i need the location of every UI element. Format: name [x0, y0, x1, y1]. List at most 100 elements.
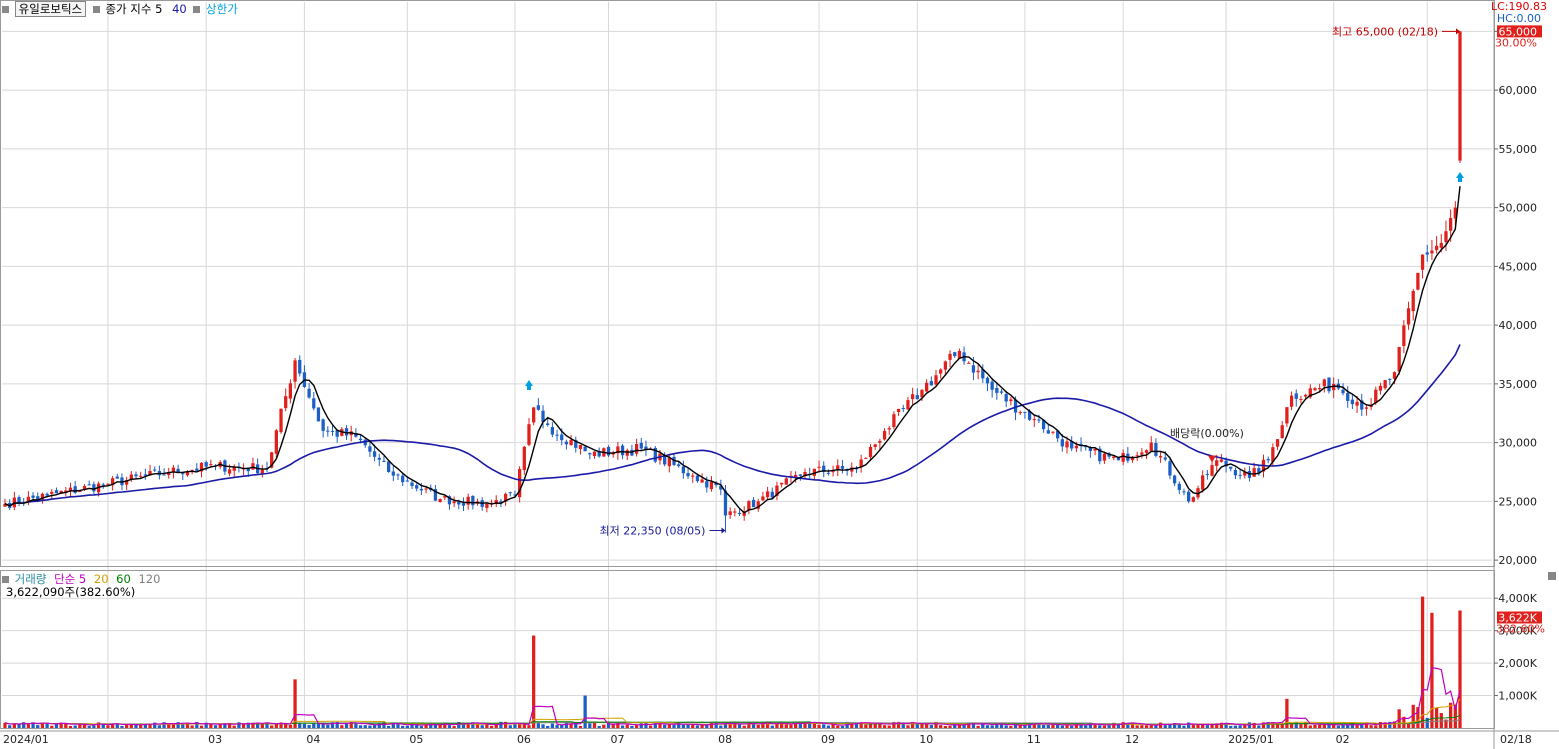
- candle-body: [68, 487, 73, 492]
- candle-body: [588, 453, 592, 455]
- panel-menu-icon[interactable]: [2, 6, 9, 13]
- volume-bar: [840, 726, 845, 728]
- candle-body: [204, 462, 208, 467]
- volume-bar: [611, 724, 615, 728]
- candle-body: [167, 472, 171, 476]
- candle-body: [1144, 450, 1149, 453]
- candle-body: [335, 429, 339, 437]
- volume-bar: [962, 724, 966, 728]
- volume-ma5-label: 5: [78, 572, 87, 586]
- candle-body: [751, 499, 756, 508]
- volume-bar: [181, 723, 185, 728]
- limit-up-label: 상한가: [206, 2, 238, 16]
- candle-body: [1285, 407, 1289, 424]
- volume-bar: [742, 725, 746, 728]
- volume-bar: [1313, 724, 1317, 728]
- candle-body: [139, 475, 143, 477]
- volume-bar: [82, 723, 87, 728]
- candle-body: [447, 496, 452, 505]
- volume-bar: [1350, 722, 1355, 728]
- volume-bar: [1130, 723, 1135, 728]
- stock-name[interactable]: 유일로보틱스: [14, 1, 87, 17]
- volume-bar: [298, 722, 302, 728]
- volume-bar: [26, 723, 31, 728]
- volume-bar: [597, 726, 601, 728]
- volume-panel-collapse-icon[interactable]: [1548, 572, 1556, 580]
- volume-bar: [176, 722, 180, 728]
- candle-body: [424, 488, 428, 490]
- volume-bar: [1406, 722, 1411, 728]
- volume-bar: [31, 722, 35, 728]
- candle-body: [1383, 380, 1387, 389]
- candle-body: [859, 459, 863, 467]
- candle-body: [817, 466, 821, 468]
- volume-bar: [480, 725, 484, 728]
- candle-body: [1449, 218, 1453, 231]
- volume-bar: [40, 722, 45, 728]
- grid: [2, 2, 1492, 728]
- limit-up-menu-icon[interactable]: [193, 6, 201, 13]
- candle-body: [784, 478, 788, 485]
- candle-body: [3, 503, 7, 507]
- volume-bar: [241, 724, 246, 728]
- volume-bar: [723, 723, 728, 728]
- candle-body: [1205, 474, 1210, 476]
- volume-bar: [1439, 713, 1443, 728]
- volume-bar: [794, 722, 798, 728]
- volume-bar: [925, 723, 929, 728]
- candle-body: [1154, 443, 1158, 456]
- candle-body: [667, 457, 671, 467]
- volume-bar: [485, 724, 489, 728]
- volume-bar: [1163, 725, 1167, 728]
- volume-bar: [1126, 722, 1130, 728]
- candle-body: [106, 483, 110, 485]
- candle-body: [910, 394, 915, 400]
- volume-bar: [574, 722, 578, 728]
- candle-body: [831, 471, 835, 473]
- x-tick-label: 02/18: [1500, 733, 1532, 746]
- candle-body: [1219, 459, 1224, 462]
- candle-body: [443, 496, 447, 498]
- candle-body: [471, 495, 475, 506]
- volume-bar: [213, 725, 218, 728]
- volume-bar: [1444, 719, 1448, 728]
- lc-label: LC:190.83: [1490, 0, 1547, 13]
- candle-body: [199, 462, 204, 472]
- volume-bar: [45, 722, 49, 728]
- candle-body: [939, 369, 943, 374]
- candle-body: [925, 382, 929, 392]
- candle-body: [1275, 439, 1280, 447]
- candle-body: [1088, 447, 1093, 452]
- dividend-marker: [1208, 455, 1217, 463]
- volume-bar: [59, 722, 63, 728]
- volume-bar: [1032, 723, 1036, 728]
- volume-bar: [3, 722, 7, 728]
- volume-bar: [1158, 722, 1163, 728]
- candle-body: [1289, 395, 1294, 407]
- volume-bar: [1149, 725, 1153, 728]
- volume-bar: [1168, 724, 1172, 728]
- volume-bar: [1140, 725, 1144, 728]
- volume-bar: [466, 723, 470, 728]
- volume-bar: [1458, 610, 1462, 728]
- volume-bar: [1210, 723, 1214, 728]
- volume-bar: [630, 725, 634, 728]
- volume-bar: [775, 723, 779, 728]
- volume-bar: [915, 724, 919, 728]
- volume-bar: [232, 725, 236, 728]
- candle-body: [1327, 377, 1331, 392]
- candle-body: [934, 375, 938, 385]
- candle-body: [803, 472, 807, 477]
- volume-bar: [1079, 723, 1083, 728]
- volume-bar: [695, 725, 700, 728]
- volume-menu-icon[interactable]: [2, 576, 9, 583]
- indicator-menu-icon[interactable]: [92, 6, 100, 13]
- volume-bar: [433, 724, 438, 728]
- volume-bar: [878, 722, 882, 728]
- candle-body: [546, 423, 550, 425]
- candle-body: [1318, 388, 1322, 390]
- candle-body: [87, 484, 91, 486]
- candle-body: [985, 377, 990, 384]
- candle-body: [541, 410, 545, 423]
- candle-body: [569, 439, 573, 446]
